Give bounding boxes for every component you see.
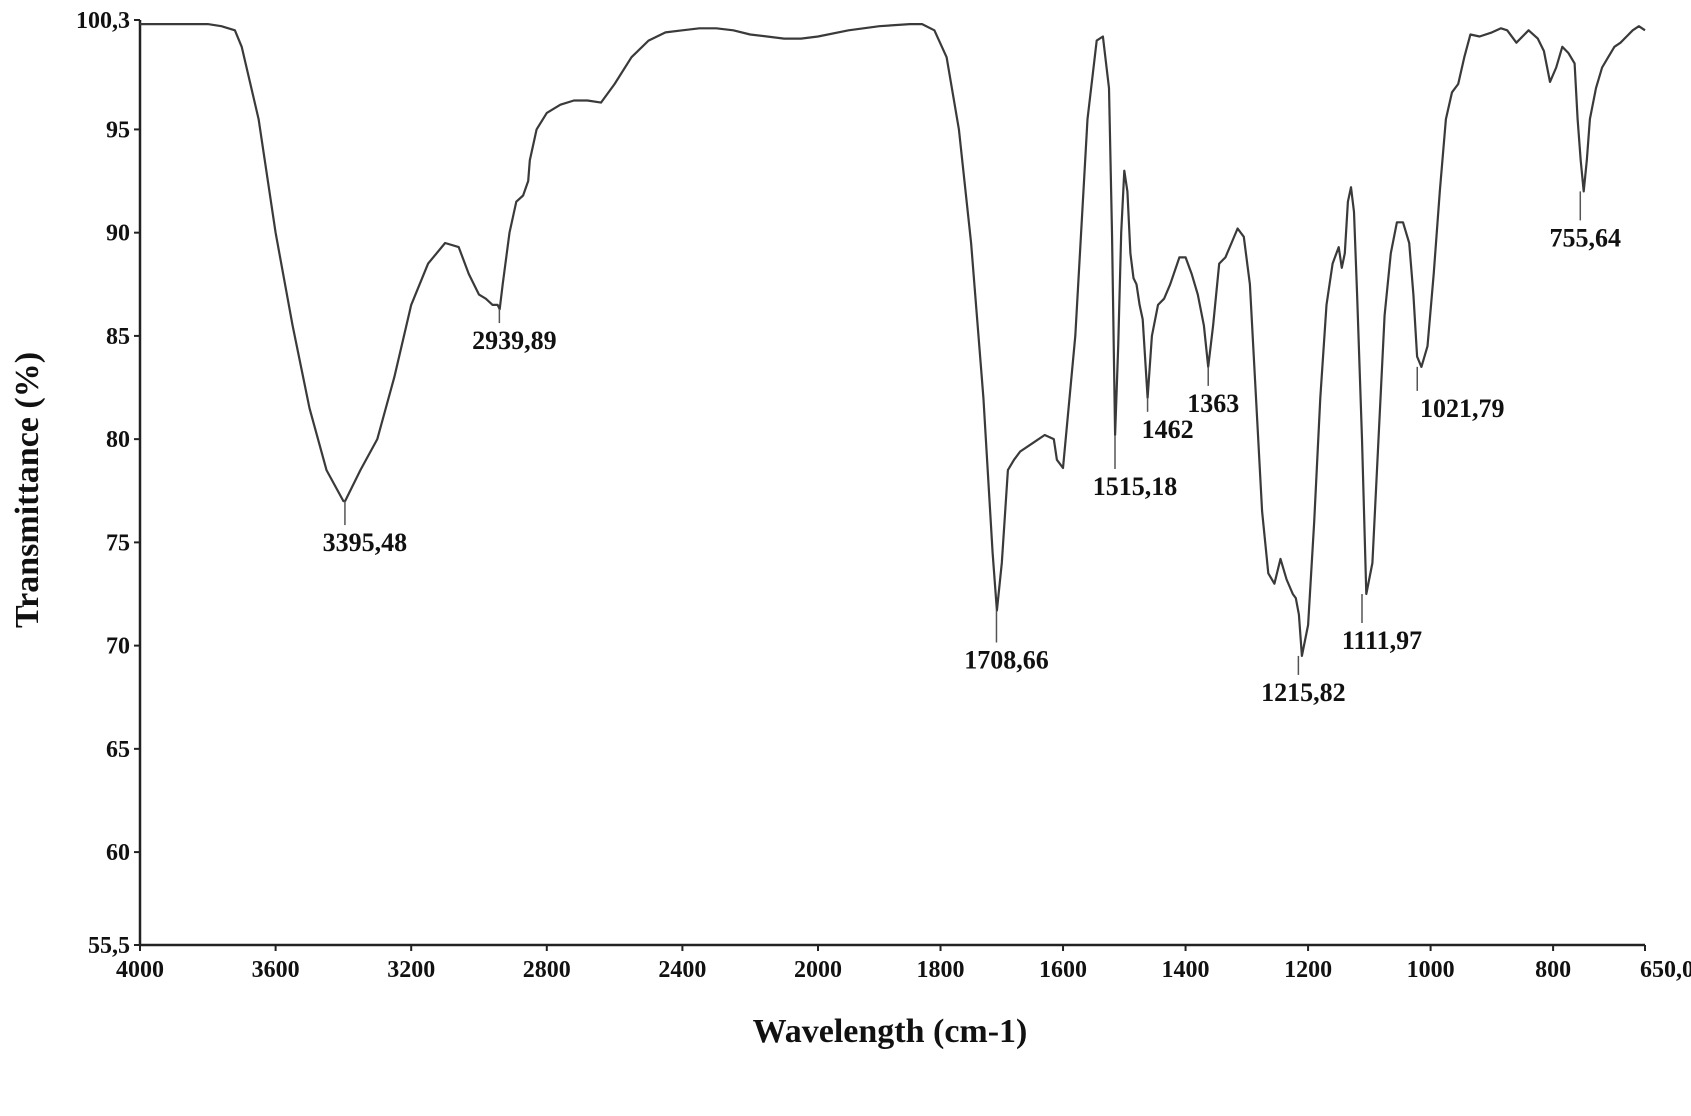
- x-tick-label: 1200: [1284, 957, 1332, 983]
- y-tick-label: 65: [106, 737, 130, 763]
- y-tick-label: 100,3: [76, 8, 130, 34]
- peak-label: 2939,89: [472, 326, 557, 355]
- x-tick-label: 3600: [252, 957, 300, 983]
- y-tick-label: 80: [106, 427, 130, 453]
- x-tick-label: 4000: [116, 957, 164, 983]
- y-tick-label: 75: [106, 530, 130, 556]
- y-tick-label: 85: [106, 324, 130, 350]
- axes: [138, 20, 1645, 947]
- x-tick-label: 1800: [917, 957, 965, 983]
- peak-label: 3395,48: [323, 528, 408, 557]
- peak-label: 1111,97: [1342, 626, 1422, 655]
- x-tick-label: 3200: [387, 957, 435, 983]
- peak-label: 1021,79: [1420, 394, 1505, 423]
- y-ticks: 100,3 95 90 85 80 75 70 65 60 55,5: [76, 8, 140, 959]
- x-tick-label: 1600: [1039, 957, 1087, 983]
- x-tick-label: 1400: [1162, 957, 1210, 983]
- x-tick-label: 650,0: [1640, 957, 1691, 983]
- x-tick-label: 1000: [1407, 957, 1455, 983]
- x-tick-label: 2400: [658, 957, 706, 983]
- peak-label: 1708,66: [964, 646, 1049, 675]
- y-tick-label: 60: [106, 840, 130, 866]
- y-tick-label: 55,5: [88, 933, 130, 959]
- peak-label: 755,64: [1550, 223, 1622, 252]
- peak-label: 1215,82: [1261, 678, 1346, 707]
- x-tick-label: 800: [1535, 957, 1571, 983]
- x-tick-label: 2800: [523, 957, 571, 983]
- y-tick-label: 95: [106, 117, 130, 143]
- peak-label: 1515,18: [1093, 472, 1178, 501]
- x-ticks: 4000 3600 3200 2800 2400 2000 1800 1600 1400 1200…: [116, 945, 1691, 983]
- y-axis-title: Transmittance (%): [9, 352, 46, 628]
- x-axis-title: Wavelength (cm-1): [753, 1013, 1028, 1050]
- peak-label: 1462: [1142, 415, 1194, 444]
- x-tick-label: 2000: [794, 957, 842, 983]
- peak-label: 1363: [1187, 389, 1239, 418]
- spectrum-line: [140, 23, 1646, 657]
- y-tick-label: 90: [106, 221, 130, 247]
- y-tick-label: 70: [106, 634, 130, 660]
